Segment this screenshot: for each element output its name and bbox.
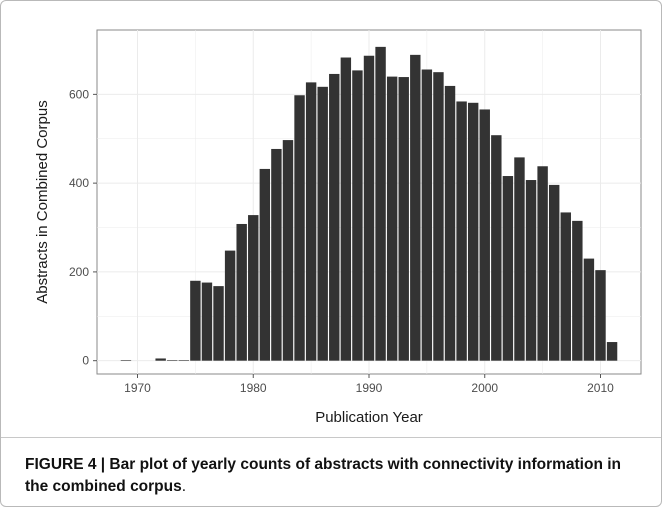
x-tick-label: 2000 [471, 381, 498, 395]
bar [294, 95, 305, 361]
x-tick-label: 1990 [356, 381, 383, 395]
x-tick-label: 2010 [587, 381, 614, 395]
bar [120, 360, 132, 361]
bar [502, 176, 514, 361]
bar [433, 72, 444, 361]
bar [248, 215, 259, 361]
bar [386, 76, 398, 361]
y-axis-title: Abstracts in Combined Corpus [34, 100, 51, 303]
caption-divider [1, 437, 661, 438]
bar [560, 212, 571, 361]
y-tick-label: 200 [69, 265, 89, 279]
bar [178, 360, 190, 361]
bar [375, 46, 386, 361]
bar [201, 282, 213, 361]
bar [583, 258, 595, 361]
bar [537, 166, 548, 361]
bar [548, 184, 560, 361]
y-tick-label: 0 [82, 354, 89, 368]
bar [329, 73, 340, 361]
bar [224, 250, 236, 361]
bar [340, 57, 352, 361]
bar [595, 270, 606, 361]
caption-tail: . [181, 478, 187, 495]
bar [305, 82, 317, 361]
caption-label: FIGURE 4 | Bar plot of yearly counts of … [25, 456, 622, 495]
bar [421, 69, 433, 361]
bar [398, 77, 409, 361]
bar [479, 109, 490, 361]
bar [259, 168, 271, 361]
x-axis-title: Publication Year [315, 409, 423, 426]
x-tick-label: 1980 [240, 381, 267, 395]
bar [167, 360, 178, 361]
bar [213, 286, 224, 361]
x-tick-label: 1970 [124, 381, 151, 395]
y-tick-label: 400 [69, 176, 89, 190]
bar [282, 140, 294, 361]
figure-caption: FIGURE 4 | Bar plot of yearly counts of … [25, 454, 645, 498]
bars [120, 46, 618, 361]
bar [271, 148, 282, 361]
bar [606, 342, 618, 361]
bar [456, 101, 467, 361]
bar [155, 358, 166, 361]
bar [467, 102, 479, 361]
bar [236, 223, 247, 361]
bar [352, 70, 363, 361]
bar [317, 86, 328, 361]
bar [572, 220, 583, 361]
bar [190, 280, 201, 361]
bar [491, 135, 502, 361]
bar [363, 55, 375, 361]
axis-ticks: 1970 1980 1990 2000 2010 0 200 400 600 [69, 87, 614, 395]
bar [444, 85, 456, 361]
y-tick-label: 600 [69, 87, 89, 101]
bar [514, 157, 525, 361]
bar [410, 54, 421, 361]
bar [525, 180, 537, 361]
bar-chart: 1970 1980 1990 2000 2010 0 200 400 600 Publicati… [34, 29, 642, 426]
